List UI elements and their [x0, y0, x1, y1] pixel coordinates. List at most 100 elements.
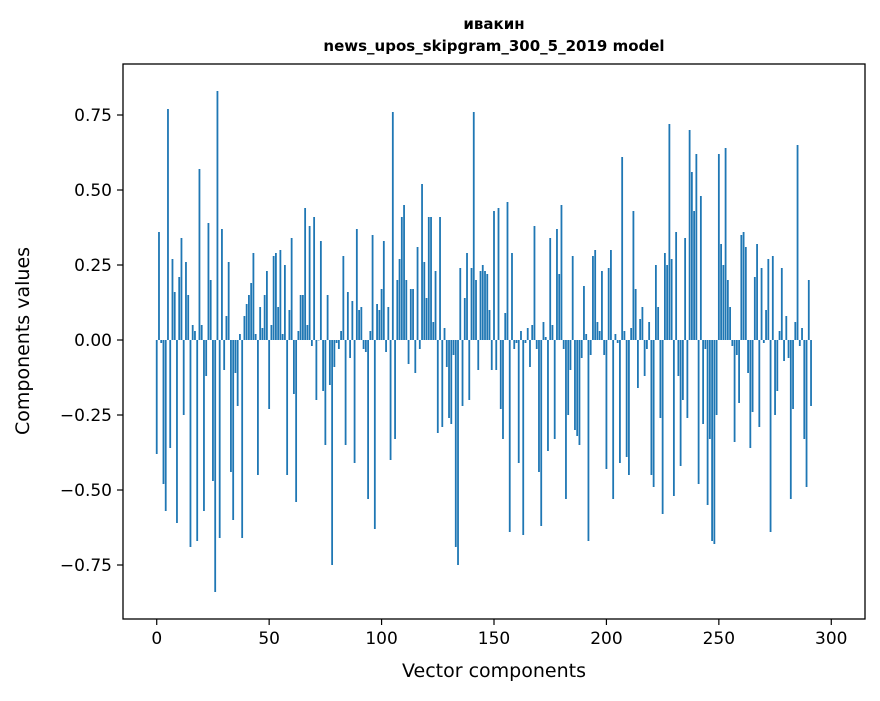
bar-86	[349, 340, 351, 358]
bar-83	[342, 256, 344, 340]
bar-48	[264, 295, 266, 340]
bar-204	[615, 334, 617, 340]
bar-148	[489, 310, 491, 340]
bar-194	[592, 256, 594, 340]
bar-240	[695, 154, 697, 340]
y-tick-label-0: 0.75	[74, 106, 112, 126]
bar-116	[417, 247, 419, 340]
bar-125	[437, 340, 439, 433]
bar-68	[309, 226, 311, 340]
bar-81	[338, 340, 340, 349]
bar-287	[801, 328, 803, 340]
bar-137	[464, 298, 466, 340]
bar-82	[340, 331, 342, 340]
bar-33	[230, 340, 232, 472]
bar-184	[570, 340, 572, 370]
bar-69	[311, 340, 313, 346]
bar-122	[430, 217, 432, 340]
bar-19	[199, 169, 201, 340]
bar-1	[158, 232, 160, 340]
bar-221	[653, 340, 655, 487]
bar-108	[399, 259, 401, 340]
bar-136	[462, 340, 464, 406]
y-tick-label-2: 0.25	[74, 256, 112, 276]
bar-168	[534, 226, 536, 340]
bar-248	[713, 340, 715, 544]
bar-149	[491, 340, 493, 370]
bar-74	[322, 340, 324, 391]
bar-65	[302, 295, 304, 340]
bar-257	[734, 340, 736, 442]
bar-164	[525, 340, 527, 343]
x-tick-label-4: 200	[590, 629, 622, 649]
bar-185	[572, 256, 574, 340]
bar-225	[662, 340, 664, 514]
x-axis-label: Vector components	[402, 660, 586, 682]
bar-276	[776, 340, 778, 391]
bar-102	[385, 340, 387, 352]
bar-79	[333, 340, 335, 367]
bar-262	[745, 247, 747, 340]
bar-62	[295, 340, 297, 502]
bar-100	[381, 289, 383, 340]
bar-193	[590, 340, 592, 355]
bar-241	[698, 340, 700, 484]
bar-214	[637, 340, 639, 388]
bar-127	[441, 340, 443, 427]
bar-58	[286, 340, 288, 475]
bar-126	[439, 217, 441, 340]
bar-263	[747, 340, 749, 373]
bar-10	[178, 277, 180, 340]
bar-121	[428, 217, 430, 340]
bar-196	[597, 322, 599, 340]
bar-80	[336, 340, 338, 343]
bar-117	[419, 340, 421, 349]
bar-220	[650, 340, 652, 475]
bar-160	[516, 340, 518, 343]
bar-111	[405, 280, 407, 340]
bar-207	[621, 157, 623, 340]
x-tick-label-2: 100	[365, 629, 397, 649]
bar-7	[172, 259, 174, 340]
bar-179	[558, 274, 560, 340]
bar-256	[731, 340, 733, 346]
bar-42	[250, 283, 252, 340]
bar-113	[410, 289, 412, 340]
bar-192	[588, 340, 590, 541]
bar-73	[320, 241, 322, 340]
bar-206	[619, 340, 621, 463]
bar-92	[363, 340, 365, 349]
bar-6	[169, 340, 171, 448]
bar-60	[291, 238, 293, 340]
bar-26	[214, 340, 216, 592]
bar-18	[196, 340, 198, 541]
bar-114	[412, 289, 414, 340]
bar-269	[761, 268, 763, 340]
bar-53	[275, 253, 277, 340]
bar-236	[686, 340, 688, 418]
bar-118	[421, 184, 423, 340]
bar-55	[279, 250, 281, 340]
bar-104	[390, 340, 392, 460]
bar-119	[423, 262, 425, 340]
y-tick-label-5: −0.50	[60, 481, 112, 501]
bar-71	[315, 340, 317, 400]
bar-123	[432, 322, 434, 340]
chart-title: ивакин	[463, 15, 524, 33]
bar-143	[477, 340, 479, 370]
bar-41	[248, 295, 250, 340]
bar-54	[277, 307, 279, 340]
bar-146	[484, 271, 486, 340]
bar-217	[644, 340, 646, 376]
bar-16	[192, 325, 194, 340]
bar-106	[394, 340, 396, 439]
bar-5	[167, 109, 169, 340]
bar-229	[671, 259, 673, 340]
bar-166	[529, 340, 531, 367]
bar-66	[304, 208, 306, 340]
bar-247	[711, 340, 713, 541]
bar-163	[522, 340, 524, 535]
bar-15	[190, 340, 192, 547]
bar-59	[288, 310, 290, 340]
bar-176	[552, 325, 554, 340]
